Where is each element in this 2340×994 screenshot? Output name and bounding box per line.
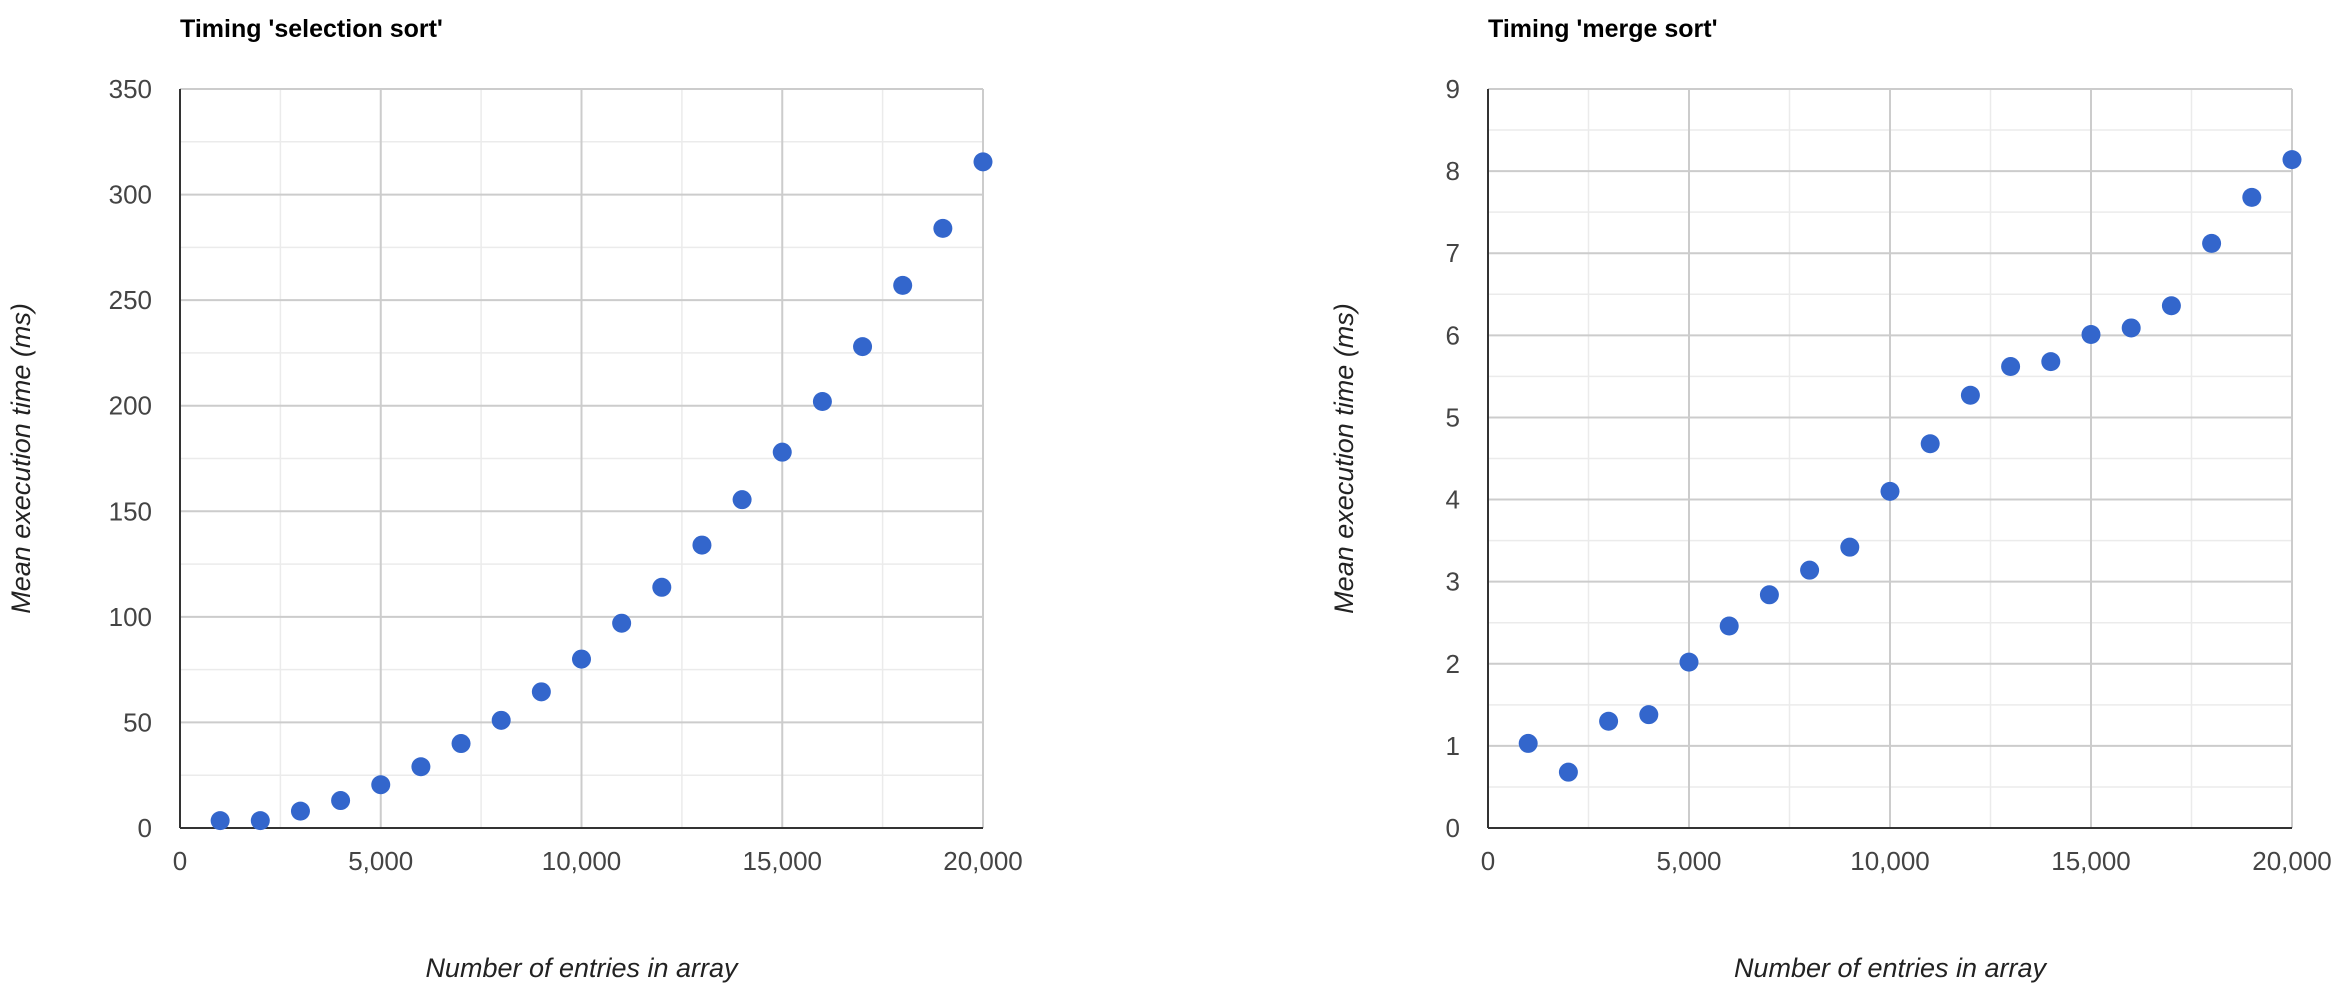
- data-point[interactable]: [491, 710, 511, 730]
- chart-title: Timing 'selection sort': [180, 15, 443, 43]
- data-point[interactable]: [812, 391, 832, 411]
- data-point[interactable]: [652, 577, 672, 597]
- data-point[interactable]: [2161, 296, 2181, 316]
- data-point[interactable]: [1800, 560, 1820, 580]
- y-tick-label: 7: [1446, 238, 1460, 268]
- x-axis-title: Number of entries in array: [425, 953, 739, 983]
- y-axis-title: Mean execution time (ms): [1329, 303, 1359, 614]
- data-point[interactable]: [1719, 616, 1739, 636]
- x-tick-label: 5,000: [348, 846, 413, 876]
- y-tick-label: 300: [109, 180, 152, 210]
- y-tick-label: 1: [1446, 731, 1460, 761]
- data-point[interactable]: [572, 649, 591, 669]
- data-point[interactable]: [973, 152, 993, 172]
- data-points: [210, 152, 993, 831]
- chart-title: Timing 'merge sort': [1488, 15, 1718, 43]
- data-point[interactable]: [1599, 711, 1619, 731]
- y-tick-label: 50: [123, 707, 152, 737]
- y-tick-label: 150: [109, 496, 152, 526]
- x-tick-label: 10,000: [1850, 846, 1930, 876]
- data-point[interactable]: [1920, 434, 1940, 454]
- y-tick-label: 0: [138, 813, 152, 843]
- data-point[interactable]: [933, 218, 953, 238]
- chart-panel-1: 0 50 100 150 200 250 300 350 0 5,000 10,000 15,000 2…: [6, 15, 1023, 983]
- data-point[interactable]: [2081, 325, 2101, 345]
- y-tick-label: 350: [109, 74, 152, 104]
- x-tick-label: 20,000: [2252, 846, 2332, 876]
- y-tick-label: 250: [109, 285, 152, 315]
- data-point[interactable]: [210, 811, 230, 831]
- data-points: [1518, 150, 2302, 782]
- data-point[interactable]: [331, 791, 351, 811]
- x-tick-label: 0: [173, 846, 187, 876]
- data-point[interactable]: [893, 275, 913, 295]
- x-tick-label: 15,000: [2051, 846, 2131, 876]
- data-point[interactable]: [2242, 187, 2262, 207]
- data-point[interactable]: [250, 811, 270, 831]
- y-tick-label: 3: [1446, 567, 1460, 597]
- x-tick-label: 20,000: [943, 846, 1023, 876]
- data-point[interactable]: [371, 775, 391, 795]
- data-point[interactable]: [853, 337, 873, 357]
- data-point[interactable]: [1558, 762, 1578, 782]
- y-tick-label: 4: [1446, 485, 1460, 515]
- data-point[interactable]: [612, 613, 632, 633]
- x-tick-label: 5,000: [1656, 846, 1721, 876]
- data-point[interactable]: [692, 535, 712, 555]
- data-point[interactable]: [1639, 705, 1659, 725]
- data-point[interactable]: [772, 442, 792, 462]
- data-point[interactable]: [531, 682, 551, 702]
- y-tick-label: 5: [1446, 402, 1460, 432]
- data-point[interactable]: [1759, 585, 1779, 605]
- data-point[interactable]: [290, 801, 310, 821]
- data-point[interactable]: [1679, 652, 1699, 672]
- y-tick-label: 8: [1446, 156, 1460, 186]
- y-tick-label: 200: [109, 391, 152, 421]
- data-point[interactable]: [451, 734, 471, 754]
- data-point[interactable]: [1840, 537, 1860, 557]
- chart-panel-2: 0 1 2 3 4 5 6 7 8 9 0 5,000 10,000 15,000 20,000 Timing…: [1329, 15, 2332, 983]
- y-axis-title: Mean execution time (ms): [6, 303, 36, 614]
- x-tick-label: 0: [1481, 846, 1495, 876]
- data-point[interactable]: [732, 490, 752, 510]
- data-point[interactable]: [2121, 318, 2141, 338]
- y-tick-label: 100: [109, 602, 152, 632]
- y-tick-label: 9: [1446, 74, 1460, 104]
- x-tick-label: 10,000: [542, 846, 622, 876]
- data-point[interactable]: [1880, 481, 1900, 501]
- y-tick-label: 2: [1446, 649, 1460, 679]
- y-tick-label: 0: [1446, 813, 1460, 843]
- x-tick-label: 15,000: [742, 846, 822, 876]
- data-point[interactable]: [2001, 357, 2021, 377]
- data-point[interactable]: [1960, 385, 1980, 405]
- y-tick-label: 6: [1446, 320, 1460, 350]
- data-point[interactable]: [1518, 733, 1538, 753]
- data-point[interactable]: [411, 757, 431, 777]
- x-axis-title: Number of entries in array: [1734, 953, 2048, 983]
- data-point[interactable]: [2282, 150, 2302, 170]
- data-point[interactable]: [2202, 233, 2222, 253]
- data-point[interactable]: [2041, 352, 2061, 372]
